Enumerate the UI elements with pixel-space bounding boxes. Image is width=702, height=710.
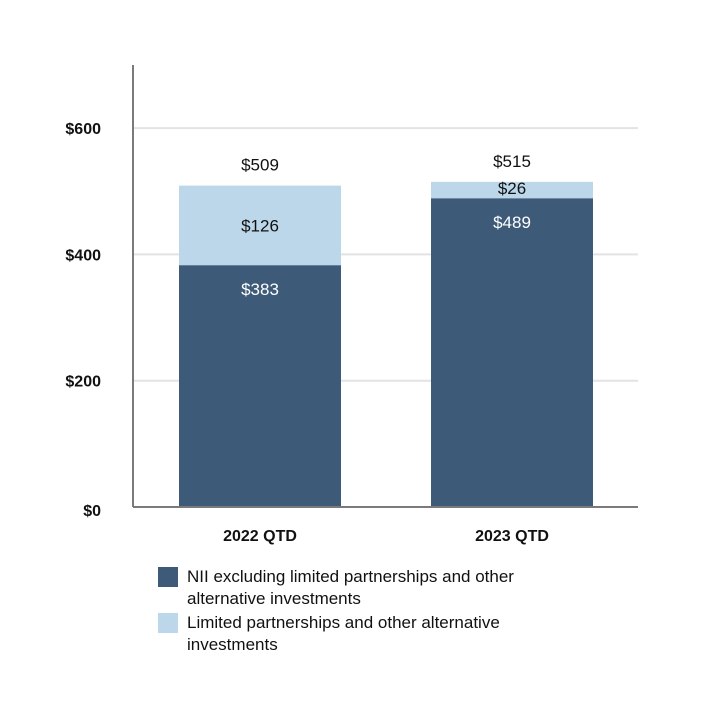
- data-label-limited-partnerships: $126: [241, 216, 279, 235]
- data-labels: $383 $126 $509 $489 $26 $515: [241, 152, 531, 299]
- legend-swatch-limited-partnerships: [158, 613, 178, 633]
- x-category-labels: 2022 QTD 2023 QTD: [223, 528, 549, 545]
- y-tick-labels: $0 $200 $400 $600: [65, 121, 101, 520]
- bar-segment: [431, 198, 593, 507]
- data-label-nii: $383: [241, 280, 279, 299]
- x-category-label: 2022 QTD: [223, 528, 297, 545]
- legend-item-nii: NII excluding limited partnerships and o…: [158, 566, 578, 610]
- bars: [179, 181, 593, 507]
- legend-label-limited-partnerships: Limited partnerships and other alternati…: [187, 613, 500, 654]
- legend-label-nii: NII excluding limited partnerships and o…: [187, 567, 514, 608]
- y-tick-label: $0: [83, 503, 101, 520]
- data-label-limited-partnerships: $26: [498, 179, 526, 198]
- legend-swatch-nii: [158, 567, 178, 587]
- x-category-label: 2023 QTD: [475, 528, 549, 545]
- axes: [132, 65, 638, 508]
- bar-segment: [179, 185, 341, 266]
- y-tick-label: $600: [65, 121, 101, 138]
- legend-item-limited-partnerships: Limited partnerships and other alternati…: [158, 612, 578, 656]
- bar-segment: [431, 181, 593, 199]
- y-tick-label: $400: [65, 247, 101, 264]
- data-label-total: $515: [493, 152, 531, 171]
- bar-segment: [179, 265, 341, 507]
- legend: NII excluding limited partnerships and o…: [158, 566, 578, 658]
- data-label-total: $509: [241, 156, 279, 175]
- y-tick-label: $200: [65, 374, 101, 391]
- data-label-nii: $489: [493, 213, 531, 232]
